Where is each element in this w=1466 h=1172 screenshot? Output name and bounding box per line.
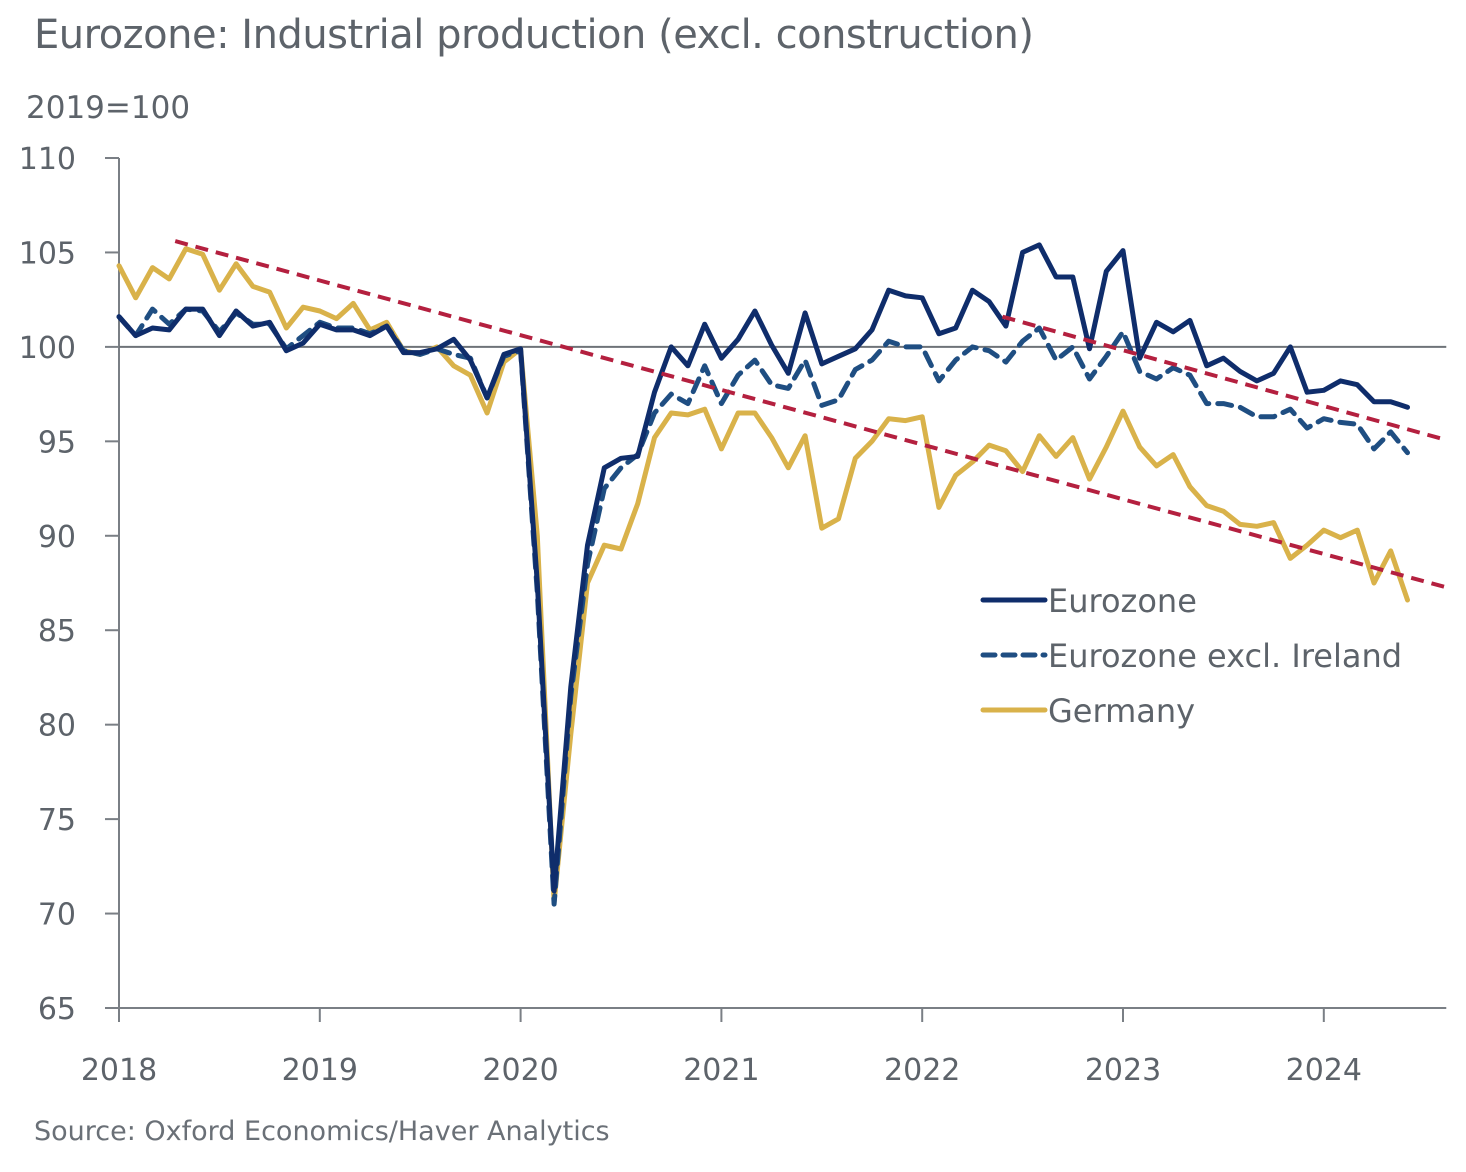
y-tick-label: 85 [38,614,76,649]
chart-title: Eurozone: Industrial production (excl. c… [34,12,1034,58]
x-tick-label: 2021 [683,1053,759,1088]
legend-label-eurozone-excl-ireland: Eurozone excl. Ireland [1048,637,1402,675]
trend-line-long-run [174,239,1445,589]
y-tick-label: 90 [38,520,76,555]
trend-line-recent [1001,314,1445,442]
y-tick-label: 65 [38,992,76,1027]
y-tick-label: 100 [19,331,76,366]
x-tick-label: 2019 [282,1053,358,1088]
legend-label-germany: Germany [1048,692,1195,730]
series-eurozone [116,242,1410,894]
legend-label-eurozone: Eurozone [1048,582,1197,620]
y-tick-label: 75 [38,803,76,838]
axes: 65 70 75 80 85 90 95 100 105 110 2018 2019 2020 2021 2… [19,142,1447,1088]
x-tick-label: 2024 [1286,1053,1362,1088]
series-group [116,242,1410,907]
legend: Eurozone Eurozone excl. Ireland Germany [980,582,1402,730]
y-tick-label: 110 [19,142,76,177]
y-tick-label: 80 [38,709,76,744]
x-tick-label: 2018 [81,1053,157,1088]
series-germany [116,246,1410,905]
source-note: Source: Oxford Economics/Haver Analytics [34,1116,610,1147]
x-tick-label: 2022 [884,1053,960,1088]
y-tick-label: 105 [19,236,76,271]
unit-label: 2019=100 [26,90,191,126]
y-tick-label: 70 [38,898,76,933]
y-tick-label: 95 [38,425,76,460]
x-tick-label: 2020 [482,1053,558,1088]
series-eurozone-excl-ireland [116,306,1410,907]
x-tick-label: 2023 [1085,1053,1161,1088]
trend-lines-group [174,239,1445,589]
